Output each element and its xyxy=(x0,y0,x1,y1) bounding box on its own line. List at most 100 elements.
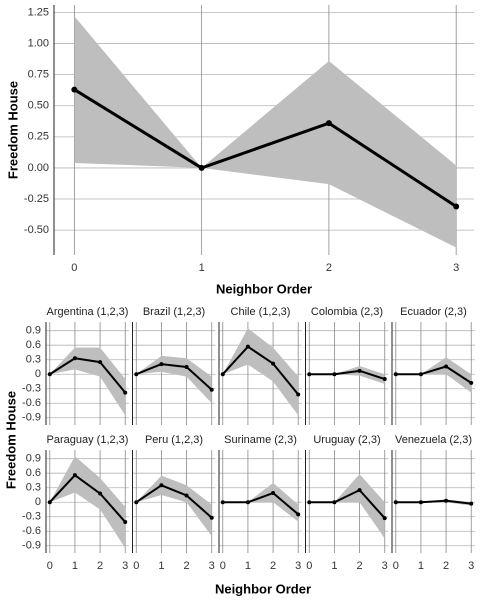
x-tick-label: 0 xyxy=(71,262,77,274)
y-tick-label: 0.3 xyxy=(26,354,41,366)
strip-title: Peru (1,2,3) xyxy=(145,434,203,446)
y-tick-label: -0.6 xyxy=(22,525,41,537)
point xyxy=(418,500,423,505)
x-tick-label: 3 xyxy=(468,560,474,572)
y-tick-label: 0 xyxy=(35,496,41,508)
point xyxy=(245,344,250,349)
x-tick-label: 2 xyxy=(184,560,190,572)
y-tick-label: 0.50 xyxy=(28,100,49,112)
point xyxy=(393,372,398,377)
x-tick-label: 2 xyxy=(326,262,332,274)
point xyxy=(325,120,332,127)
point xyxy=(184,364,189,369)
y-tick-label: 0.00 xyxy=(28,162,49,174)
x-tick-label: 0 xyxy=(133,560,139,572)
point xyxy=(198,164,205,171)
confidence-band xyxy=(74,16,457,248)
x-tick-label: 1 xyxy=(418,560,424,572)
point xyxy=(469,380,474,385)
strip-title: Ecuador (2,3) xyxy=(400,306,467,318)
y-tick-label: 0.9 xyxy=(26,453,41,465)
point xyxy=(72,473,77,478)
x-tick-label: 3 xyxy=(453,262,459,274)
y-axis-title: Freedom House xyxy=(3,391,18,489)
strip-title: Argentina (1,2,3) xyxy=(47,306,129,318)
confidence-band xyxy=(136,355,212,404)
line xyxy=(395,365,472,384)
point xyxy=(296,392,301,397)
x-tick-label: 3 xyxy=(382,560,388,572)
confidence-band xyxy=(222,328,299,416)
line xyxy=(73,88,458,208)
point xyxy=(209,515,214,520)
point xyxy=(98,360,103,365)
line xyxy=(222,345,300,396)
confidence-band xyxy=(136,475,212,537)
y-tick-label: 0.75 xyxy=(28,69,49,81)
point xyxy=(47,500,52,505)
x-axis-title: Neighbor Order xyxy=(216,281,312,296)
point xyxy=(123,520,128,525)
y-tick-label: -0.25 xyxy=(24,193,49,205)
point xyxy=(72,356,77,361)
point xyxy=(159,483,164,488)
point xyxy=(469,501,474,506)
point xyxy=(357,368,362,373)
point xyxy=(220,500,225,505)
point xyxy=(418,372,423,377)
strip-title: Paraguay (1,2,3) xyxy=(47,434,129,446)
y-tick-label: 0.3 xyxy=(26,482,41,494)
confidence-band xyxy=(49,456,126,549)
point xyxy=(134,500,139,505)
point xyxy=(47,372,52,377)
line xyxy=(309,489,386,519)
confidence-band xyxy=(222,482,299,522)
confidence-band xyxy=(309,474,385,539)
point xyxy=(184,493,189,498)
x-tick-label: 2 xyxy=(97,560,103,572)
line xyxy=(395,499,472,505)
y-axis-title: Freedom House xyxy=(5,81,20,179)
point xyxy=(71,86,78,93)
y-tick-label: 0.6 xyxy=(26,467,41,479)
x-tick-label: 2 xyxy=(357,560,363,572)
point xyxy=(307,372,312,377)
point xyxy=(220,372,225,377)
point xyxy=(382,377,387,382)
y-tick-label: 0.6 xyxy=(26,339,41,351)
point xyxy=(134,372,139,377)
line xyxy=(222,492,299,516)
x-tick-label: 0 xyxy=(306,560,312,572)
x-tick-label: 1 xyxy=(245,560,251,572)
x-tick-label: 1 xyxy=(72,560,78,572)
y-tick-label: 1.00 xyxy=(28,37,49,49)
y-tick-label: -0.50 xyxy=(24,224,49,236)
point xyxy=(271,491,276,496)
x-tick-label: 2 xyxy=(443,560,449,572)
y-tick-label: -0.9 xyxy=(22,540,41,552)
x-axis-title: Neighbor Order xyxy=(215,581,311,596)
x-tick-label: 1 xyxy=(158,560,164,572)
point xyxy=(271,361,276,366)
line xyxy=(135,484,213,519)
y-tick-label: -0.3 xyxy=(22,511,41,523)
point xyxy=(209,387,214,392)
strip-title: Brazil (1,2,3) xyxy=(143,306,205,318)
x-tick-label: 1 xyxy=(199,262,205,274)
point xyxy=(393,500,398,505)
strip-title: Suriname (2,3) xyxy=(224,434,297,446)
strip-title: Chile (1,2,3) xyxy=(231,306,291,318)
y-tick-label: 1.25 xyxy=(28,6,49,18)
line xyxy=(135,363,213,391)
point xyxy=(245,500,250,505)
y-tick-label: -0.9 xyxy=(22,412,41,424)
point xyxy=(307,500,312,505)
y-tick-label: 0.25 xyxy=(28,131,49,143)
y-tick-label: 0 xyxy=(35,368,41,380)
point xyxy=(296,512,301,517)
y-tick-label: -0.6 xyxy=(22,397,41,409)
strip-title: Uruguay (2,3) xyxy=(313,434,380,446)
x-tick-label: 1 xyxy=(331,560,337,572)
point xyxy=(332,500,337,505)
